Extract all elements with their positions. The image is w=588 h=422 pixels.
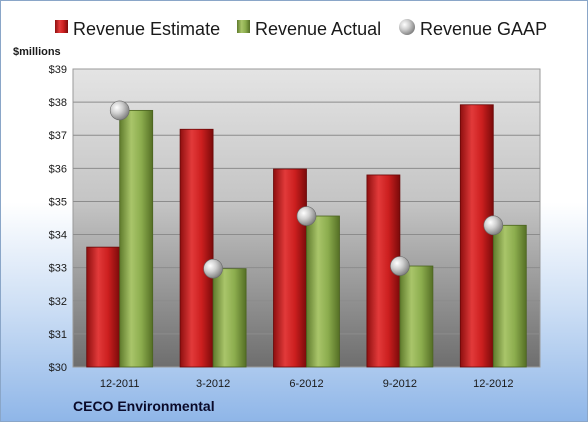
marker-revenue-gaap [296, 206, 317, 226]
y-tick-label: $34 [49, 230, 67, 242]
y-tick-label: $36 [49, 163, 67, 175]
marker-revenue-gaap [109, 100, 130, 121]
x-tick-label: 9-2012 [383, 378, 417, 390]
y-tick-label: $33 [49, 263, 67, 275]
y-axis-unit-label: $millions [13, 46, 61, 58]
legend-swatch-actual [237, 20, 250, 33]
x-tick-label: 12-2011 [100, 378, 140, 390]
marker-revenue-gaap [390, 256, 410, 276]
y-tick-label: $39 [49, 64, 67, 76]
x-axis-ticks: 12-2011 3-2012 6-2012 9-2012 12-2012 [100, 378, 514, 390]
x-tick-label: 12-2012 [473, 378, 513, 390]
gaap-markers [109, 100, 504, 279]
bar-revenue-actual [119, 109, 154, 368]
y-tick-label: $32 [49, 296, 67, 308]
legend-label-gaap: Revenue GAAP [420, 19, 547, 39]
bar-revenue-actual [399, 265, 434, 368]
y-tick-label: $37 [49, 130, 67, 142]
bar-revenue-estimate [179, 128, 214, 368]
legend-swatch-estimate [55, 20, 68, 33]
bar-revenue-estimate [273, 168, 307, 368]
marker-revenue-gaap [203, 258, 223, 279]
marker-revenue-gaap [483, 215, 504, 236]
bar-revenue-estimate [86, 246, 121, 368]
y-tick-label: $31 [49, 329, 67, 341]
bar-revenue-actual [212, 268, 247, 368]
legend: Revenue Estimate Revenue Actual Revenue … [55, 19, 547, 39]
x-tick-label: 6-2012 [289, 378, 323, 390]
y-tick-label: $35 [49, 196, 67, 208]
legend-label-actual: Revenue Actual [255, 19, 381, 39]
bar-revenue-actual [492, 224, 527, 368]
y-axis-ticks: $30 $31 $32 $33 $34 $35 $36 $37 $38 $39 [49, 64, 67, 374]
legend-label-estimate: Revenue Estimate [73, 19, 220, 39]
bar-revenue-estimate [459, 104, 494, 368]
y-tick-label: $30 [49, 362, 67, 374]
bar-revenue-actual [306, 215, 340, 368]
legend-marker-gaap [399, 19, 415, 35]
company-name: CECO Environmental [73, 398, 215, 414]
y-tick-label: $38 [49, 97, 67, 109]
x-tick-label: 3-2012 [196, 378, 230, 390]
